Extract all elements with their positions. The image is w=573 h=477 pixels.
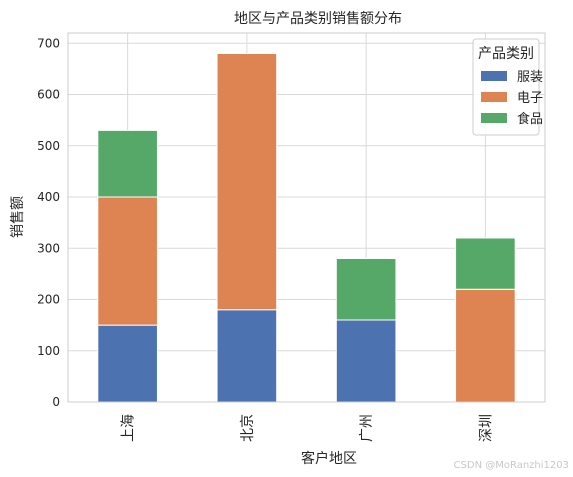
x-tick-label: 广州 — [359, 414, 375, 442]
legend-title: 产品类别 — [478, 46, 534, 62]
y-tick-label: 500 — [37, 139, 60, 153]
chart-title: 地区与产品类别销售额分布 — [234, 11, 402, 27]
bar-segment — [335, 258, 397, 321]
legend-label: 食品 — [517, 111, 543, 127]
legend-box — [472, 38, 540, 136]
bar-segment — [97, 129, 158, 198]
y-tick-label: 300 — [37, 241, 60, 255]
x-tick-label: 北京 — [240, 414, 256, 442]
legend-label: 电子 — [517, 91, 543, 106]
x-tick-label: 上海 — [121, 414, 137, 442]
x-axis-ticks: 上海 北京 广州 深圳 — [121, 414, 495, 442]
bars — [97, 53, 516, 403]
y-tick-label: 100 — [37, 344, 60, 358]
y-tick-label: 700 — [37, 36, 60, 50]
legend-label: 服装 — [517, 70, 543, 85]
bar-segment — [97, 196, 158, 326]
bar-segment — [335, 319, 397, 403]
bar-segment — [97, 324, 158, 403]
bar-segment — [216, 309, 278, 403]
x-tick-label: 深圳 — [478, 414, 494, 442]
y-tick-label: 0 — [52, 395, 60, 409]
y-axis-ticks: 0 100 200 300 400 500 600 700 — [37, 36, 60, 409]
y-axis-label: 销售额 — [10, 196, 26, 238]
y-tick-label: 600 — [37, 88, 60, 102]
bar-segment — [216, 53, 278, 311]
watermark: CSDN @MoRanzhi1203 — [453, 460, 569, 471]
plot-frame — [67, 32, 546, 403]
bar-segment — [455, 237, 516, 290]
legend-swatch — [481, 92, 507, 102]
y-tick-label: 200 — [37, 293, 60, 307]
bar-segment — [455, 288, 516, 403]
legend-swatch — [481, 71, 507, 81]
legend-swatch — [481, 113, 507, 123]
y-tick-label: 400 — [37, 190, 60, 204]
x-axis-label: 客户地区 — [301, 450, 357, 467]
